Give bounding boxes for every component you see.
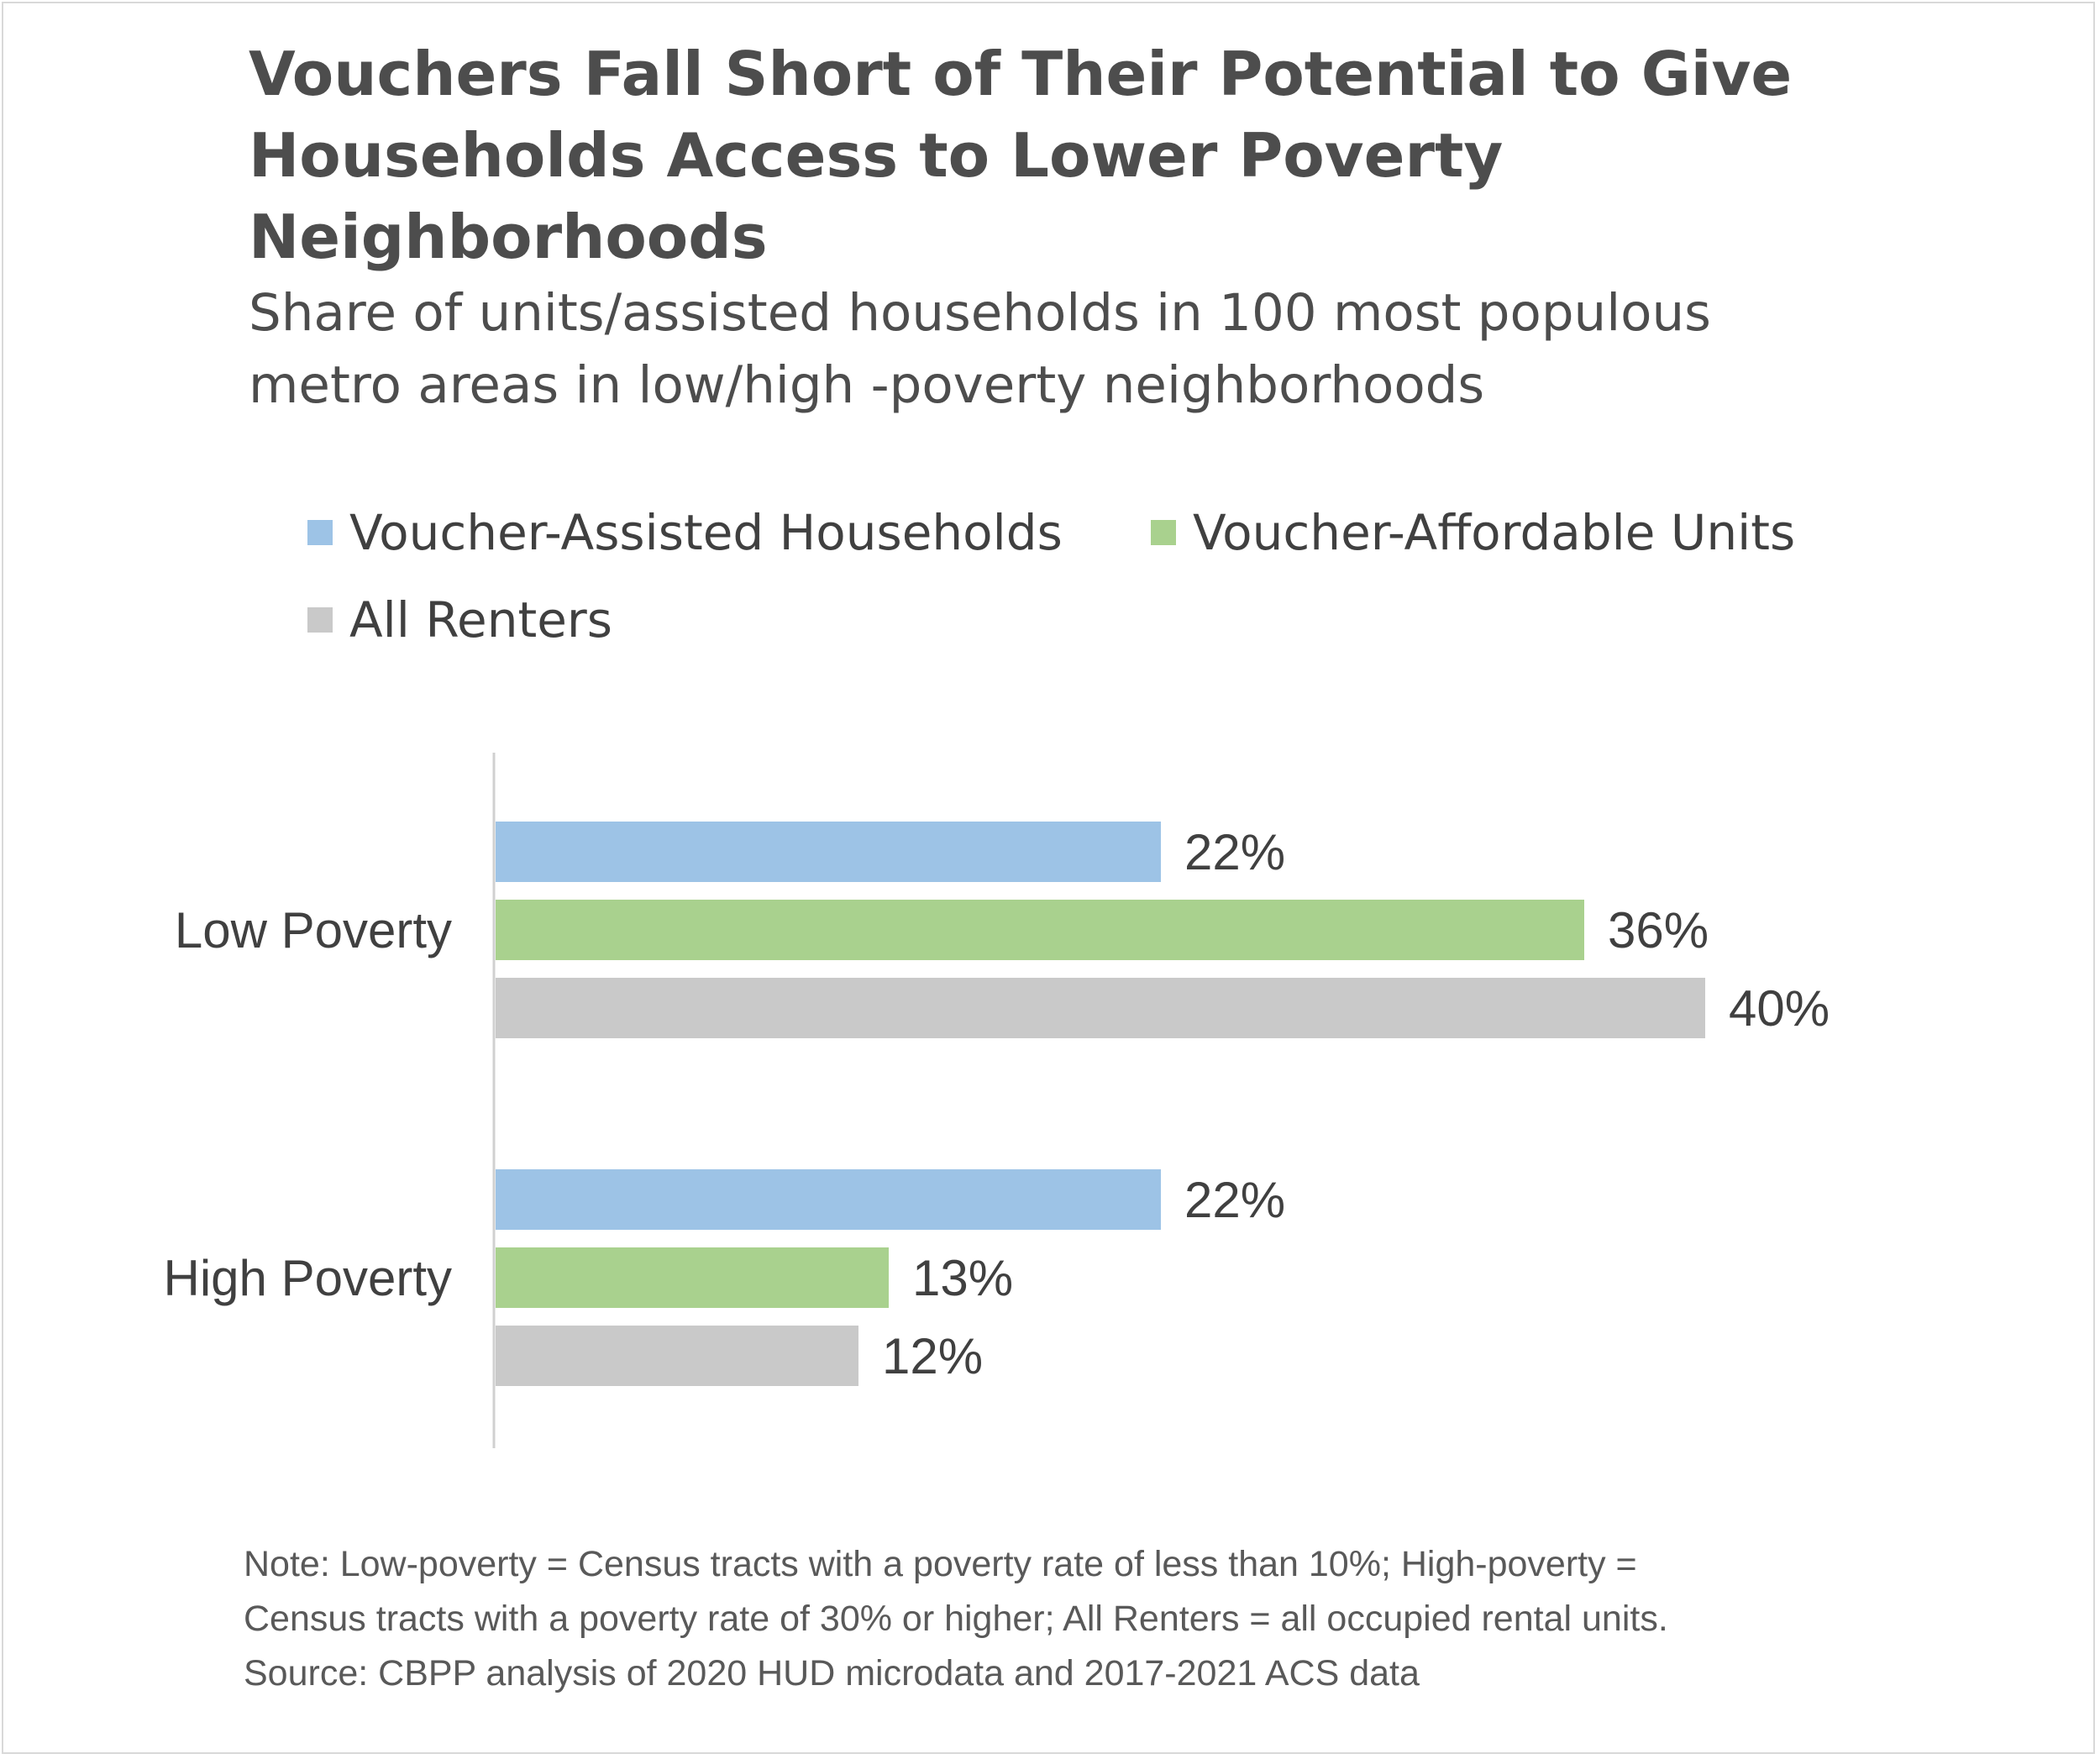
legend-item-voucher-affordable: Voucher-Affordable Units [1151, 504, 1795, 561]
data-label-high-poverty-voucher-assisted: 22% [1184, 1172, 1285, 1228]
chart-subtitle: Share of units/assisted households in 10… [249, 277, 1929, 422]
footnote-source: Source: CBPP analysis of 2020 HUD microd… [244, 1653, 1420, 1693]
chart-footnote: Note: Low-poverty = Census tracts with a… [244, 1537, 2008, 1701]
legend-label-all-renters: All Renters [349, 591, 612, 648]
chart-title-line-1: Vouchers Fall Short of Their Potential t… [249, 39, 1793, 109]
bar-high-poverty-all-renters [496, 1326, 858, 1386]
chart-title-line-2: Households Access to Lower Poverty [249, 120, 1504, 191]
data-label-low-poverty-voucher-affordable: 36% [1608, 902, 1709, 958]
data-label-high-poverty-voucher-affordable: 13% [912, 1250, 1013, 1306]
bar-low-poverty-all-renters [496, 978, 1705, 1038]
category-label-low-poverty: Low Poverty [175, 902, 452, 958]
data-label-low-poverty-voucher-assisted: 22% [1184, 824, 1285, 880]
data-label-high-poverty-all-renters: 12% [882, 1328, 983, 1384]
legend-swatch-all-renters [307, 607, 333, 633]
legend-item-all-renters: All Renters [307, 591, 612, 648]
bar-low-poverty-voucher-affordable [496, 900, 1584, 960]
bar-high-poverty-voucher-affordable [496, 1247, 889, 1308]
footnote-note-line-1: Note: Low-poverty = Census tracts with a… [244, 1544, 1637, 1584]
chart-title-line-3: Neighborhoods [249, 202, 768, 272]
chart-subtitle-line-2: metro areas in low/high -poverty neighbo… [249, 355, 1485, 415]
chart-subtitle-line-1: Share of units/assisted households in 10… [249, 283, 1711, 343]
category-label-high-poverty: High Poverty [164, 1250, 452, 1306]
bar-high-poverty-voucher-assisted [496, 1169, 1161, 1230]
chart-title: Vouchers Fall Short of Their Potential t… [249, 34, 1929, 278]
legend-swatch-voucher-affordable [1151, 520, 1176, 545]
legend-label-voucher-affordable: Voucher-Affordable Units [1193, 504, 1796, 561]
legend-item-voucher-assisted: Voucher-Assisted Households [307, 504, 1063, 561]
data-label-low-poverty-all-renters: 40% [1729, 980, 1830, 1037]
legend-label-voucher-assisted: Voucher-Assisted Households [349, 504, 1063, 561]
legend-swatch-voucher-assisted [307, 520, 333, 545]
bar-low-poverty-voucher-assisted [496, 822, 1161, 882]
footnote-note-line-2: Census tracts with a poverty rate of 30%… [244, 1599, 1668, 1639]
